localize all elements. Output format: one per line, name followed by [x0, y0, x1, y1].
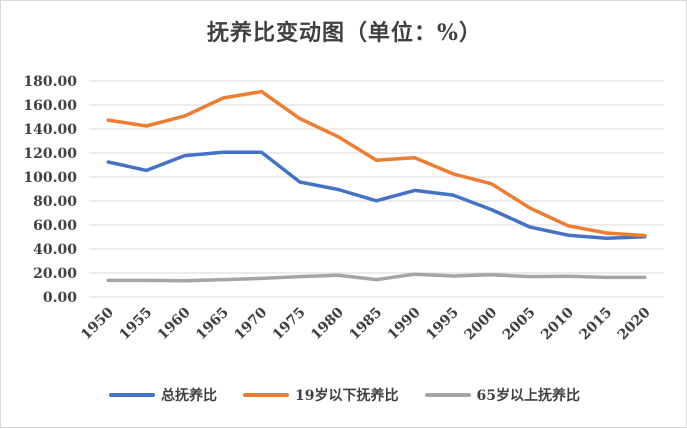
y-tick-label: 60.00	[33, 218, 77, 234]
x-tick-label: 2020	[615, 304, 654, 343]
x-tick-label: 1960	[155, 304, 194, 343]
y-tick-label: 120.00	[23, 146, 77, 162]
legend-item-total: 总抚养比	[109, 385, 217, 405]
y-tick-label: 80.00	[33, 194, 77, 210]
legend-label-youth: 19岁以下抚养比	[295, 385, 398, 405]
legend-item-elderly: 65岁以上抚养比	[425, 385, 580, 405]
series-line-elderly	[108, 274, 645, 281]
y-tick-label: 20.00	[33, 266, 77, 282]
x-tick-label: 2005	[500, 305, 539, 344]
x-tick-label: 1965	[193, 305, 232, 344]
x-tick-label: 1950	[78, 304, 117, 343]
x-tick-label: 1985	[346, 305, 385, 344]
x-tick-label: 1975	[270, 305, 309, 344]
x-tick-label: 2010	[538, 304, 577, 343]
legend-swatch-elderly	[425, 393, 471, 397]
legend-label-elderly: 65岁以上抚养比	[477, 385, 580, 405]
legend-label-total: 总抚养比	[161, 385, 217, 405]
y-tick-label: 100.00	[23, 170, 77, 186]
x-tick-label: 1980	[308, 304, 347, 343]
y-tick-label: 180.00	[23, 74, 77, 90]
x-tick-label: 1995	[423, 305, 462, 344]
x-tick-label: 1970	[231, 304, 270, 343]
x-tick-label: 1990	[385, 304, 424, 343]
legend-swatch-youth	[243, 393, 289, 397]
y-tick-label: 140.00	[23, 122, 77, 138]
legend-item-youth: 19岁以下抚养比	[243, 385, 398, 405]
x-tick-label: 2015	[576, 305, 615, 344]
y-tick-label: 0.00	[43, 290, 77, 306]
x-tick-label: 2000	[461, 304, 500, 343]
series-line-youth	[108, 92, 645, 236]
y-tick-label: 40.00	[33, 242, 77, 258]
legend-swatch-total	[109, 393, 155, 397]
y-tick-label: 160.00	[23, 98, 77, 114]
chart-legend: 总抚养比 19岁以下抚养比 65岁以上抚养比	[1, 385, 687, 405]
x-tick-label: 1955	[116, 305, 155, 344]
